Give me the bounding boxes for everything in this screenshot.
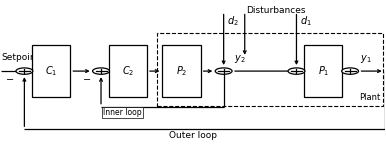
Text: Inner loop: Inner loop (103, 108, 142, 117)
Text: $-$: $-$ (81, 73, 91, 83)
Circle shape (215, 68, 232, 74)
Bar (32, 45, 70, 97)
Circle shape (93, 68, 110, 74)
Text: $-$: $-$ (5, 73, 14, 83)
Circle shape (16, 68, 33, 74)
Bar (109, 45, 147, 97)
Text: $d_1$: $d_1$ (300, 15, 312, 28)
Circle shape (342, 68, 359, 74)
Text: Setpoint: Setpoint (2, 53, 40, 62)
Bar (304, 45, 342, 97)
Text: $C_2$: $C_2$ (122, 64, 134, 78)
Text: Disturbances: Disturbances (245, 6, 305, 15)
Text: $P_1$: $P_1$ (318, 64, 329, 78)
Text: Outer loop: Outer loop (169, 131, 217, 140)
Circle shape (288, 68, 305, 74)
Bar (163, 45, 201, 97)
Text: $y_2$: $y_2$ (234, 53, 245, 65)
Text: $C_1$: $C_1$ (45, 64, 58, 78)
Text: Plant: Plant (359, 93, 381, 102)
Bar (157, 33, 383, 106)
Text: $y_1$: $y_1$ (361, 53, 372, 65)
Text: $P_2$: $P_2$ (176, 64, 187, 78)
Text: $d_2$: $d_2$ (227, 15, 239, 28)
